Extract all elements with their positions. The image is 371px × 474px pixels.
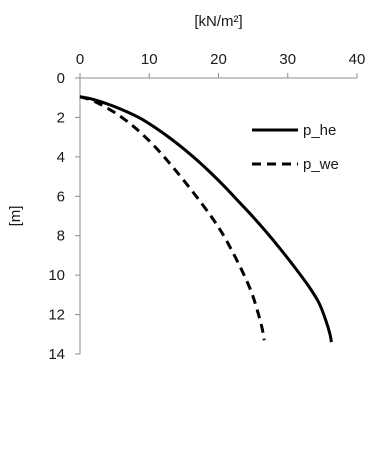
- series-line-p-we: [79, 95, 266, 341]
- y-axis-title: [m]: [7, 206, 24, 227]
- y-tick-label: 2: [57, 109, 65, 126]
- x-tick-label: 20: [210, 51, 227, 68]
- y-tick-label: 8: [57, 228, 65, 245]
- y-tick-label: 12: [48, 307, 65, 324]
- x-tick-label: 0: [76, 51, 84, 68]
- y-tick-label: 6: [57, 188, 65, 205]
- series-line-p-he: [79, 95, 333, 343]
- y-tick-label: 10: [48, 267, 65, 284]
- plot-area: [79, 95, 333, 343]
- legend-label-p-he: p_he: [303, 122, 336, 139]
- legend-label-p-we: p_we: [303, 156, 339, 173]
- x-tick-label: 30: [279, 51, 296, 68]
- x-tick-label: 10: [141, 51, 158, 68]
- legend: p_he p_we: [252, 122, 339, 173]
- x-axis-title: [kN/m²]: [194, 13, 242, 30]
- y-tick-label: 0: [57, 70, 65, 87]
- y-tick-label: 4: [57, 149, 65, 166]
- y-tick-label: 14: [48, 346, 65, 363]
- x-tick-label: 40: [349, 51, 366, 68]
- axes: 0 10 20 30 40 0 2 4 6 8 10 12 14: [48, 51, 365, 363]
